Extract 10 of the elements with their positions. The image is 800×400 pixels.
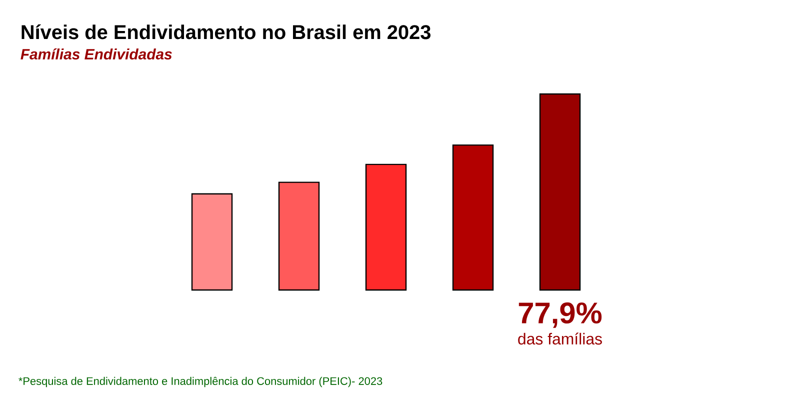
- chart-title: Níveis de Endividamento no Brasil em 2023: [22, 24, 430, 40]
- text: *Pesquisa de Endividamento e Inadimplência do Consumidor (PEIC)- 2023: [18, 376, 382, 388]
- data-label: 77,9%: [518, 302, 602, 328]
- bar: [191, 193, 233, 291]
- bar: [278, 182, 320, 291]
- bar: [452, 144, 494, 291]
- bar: [539, 93, 581, 291]
- chart-subtitle: Famílias Endividadas: [20, 48, 172, 60]
- text: das famílias: [518, 332, 602, 345]
- bar: [365, 164, 407, 291]
